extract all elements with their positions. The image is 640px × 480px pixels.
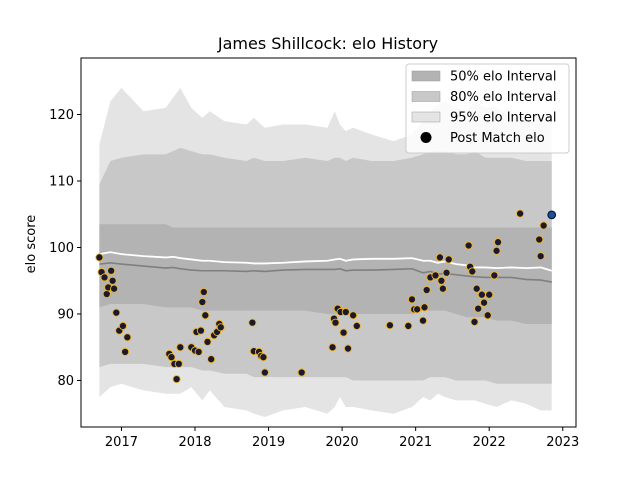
- legend-box: [405, 63, 570, 154]
- post-match-point: [118, 321, 127, 330]
- post-match-point: [485, 290, 494, 299]
- post-match-point: [172, 375, 181, 384]
- legend: 50% elo Interval 80% elo Interval 95% elo …: [405, 63, 570, 154]
- post-match-point: [468, 267, 477, 276]
- x-tick-label: 2023: [546, 435, 579, 450]
- post-match-point: [343, 344, 353, 353]
- post-match-point: [464, 241, 473, 250]
- post-match-point: [203, 337, 212, 346]
- x-tick-label: 2021: [399, 435, 432, 450]
- legend-label: 95% elo Interval: [450, 111, 557, 126]
- post-match-point: [110, 284, 119, 293]
- post-match-point: [352, 321, 361, 330]
- y-tick-label: 100: [49, 241, 74, 256]
- post-match-point: [490, 271, 499, 280]
- post-match-point: [112, 308, 121, 317]
- post-match-point: [385, 321, 394, 330]
- y-axis-label: elo score: [24, 215, 39, 274]
- post-match-point: [483, 311, 492, 320]
- post-match-point: [121, 347, 130, 356]
- post-match-point: [539, 221, 548, 230]
- post-match-point: [349, 311, 358, 320]
- post-match-point: [516, 209, 525, 218]
- post-match-point: [194, 347, 203, 356]
- legend-swatch: [411, 70, 441, 82]
- post-match-point: [341, 307, 350, 317]
- post-match-point: [492, 246, 501, 255]
- legend-label: 50% elo Interval: [450, 70, 557, 85]
- post-match-point: [108, 276, 117, 285]
- post-match-point: [100, 273, 109, 282]
- chart-title: James Shillcock: elo History: [217, 34, 438, 53]
- plot-frame: [80, 57, 577, 428]
- post-match-point: [535, 235, 544, 244]
- x-tick-label: 2018: [178, 435, 211, 450]
- median-line: [99, 261, 552, 283]
- post-match-point: [442, 268, 451, 277]
- x-tick-label: 2022: [473, 435, 506, 450]
- post-match-point: [418, 316, 428, 325]
- latest-point: [547, 210, 557, 220]
- post-match-point: [474, 304, 483, 313]
- legend-swatch: [411, 91, 441, 102]
- post-match-point: [435, 253, 444, 262]
- post-match-point: [420, 303, 429, 312]
- y-axis: 80 90 100 110 120: [49, 108, 81, 389]
- post-match-point: [472, 284, 481, 293]
- post-match-point: [123, 333, 132, 342]
- post-match-point: [174, 359, 183, 368]
- post-match-point: [480, 298, 489, 307]
- post-match-point: [199, 287, 208, 297]
- post-match-point: [339, 328, 348, 337]
- post-match-point: [196, 326, 205, 335]
- x-tick-label: 2020: [326, 435, 359, 450]
- y-tick-label: 110: [49, 175, 74, 190]
- post-match-point: [248, 318, 257, 327]
- post-match-point: [438, 284, 447, 293]
- post-match-point: [437, 276, 446, 285]
- post-match-point: [413, 305, 422, 314]
- post-match-point: [470, 317, 479, 327]
- legend-marker: [420, 132, 432, 143]
- post-match-point: [259, 353, 268, 362]
- y-tick-label: 90: [57, 307, 74, 322]
- post-match-point: [493, 238, 503, 247]
- x-tick-label: 2019: [252, 435, 285, 450]
- band-50: [99, 224, 552, 324]
- post-match-point: [431, 271, 440, 280]
- post-match-point: [331, 318, 340, 327]
- post-match-point: [95, 253, 104, 262]
- post-match-point: [102, 289, 111, 299]
- post-match-point: [407, 295, 417, 304]
- post-match-point: [216, 323, 225, 332]
- y-tick-label: 120: [49, 108, 74, 123]
- post-match-point: [477, 290, 486, 299]
- legend-swatch: [411, 111, 441, 123]
- post-match-point: [536, 252, 545, 261]
- post-match-point: [444, 255, 453, 264]
- post-match-point: [176, 343, 185, 352]
- post-match-point: [207, 355, 216, 364]
- post-match-point: [260, 368, 269, 377]
- post-match-point: [297, 368, 306, 377]
- post-match-point: [198, 297, 207, 307]
- post-match-point: [328, 343, 337, 352]
- post-match-point: [422, 285, 431, 295]
- mean-line: [99, 251, 552, 272]
- legend-label: Post Match elo: [450, 131, 545, 146]
- legend-label: 80% elo Interval: [450, 90, 557, 105]
- x-tick-label: 2017: [105, 435, 138, 450]
- post-match-point: [201, 311, 210, 320]
- post-match-point: [107, 266, 116, 275]
- post-match-point: [404, 321, 413, 330]
- plot-area: [80, 57, 577, 428]
- y-tick-label: 80: [57, 374, 74, 389]
- post-match-point: [167, 353, 176, 362]
- x-axis: 2017 2018 2019 2020 2021 2022 2023: [105, 427, 579, 450]
